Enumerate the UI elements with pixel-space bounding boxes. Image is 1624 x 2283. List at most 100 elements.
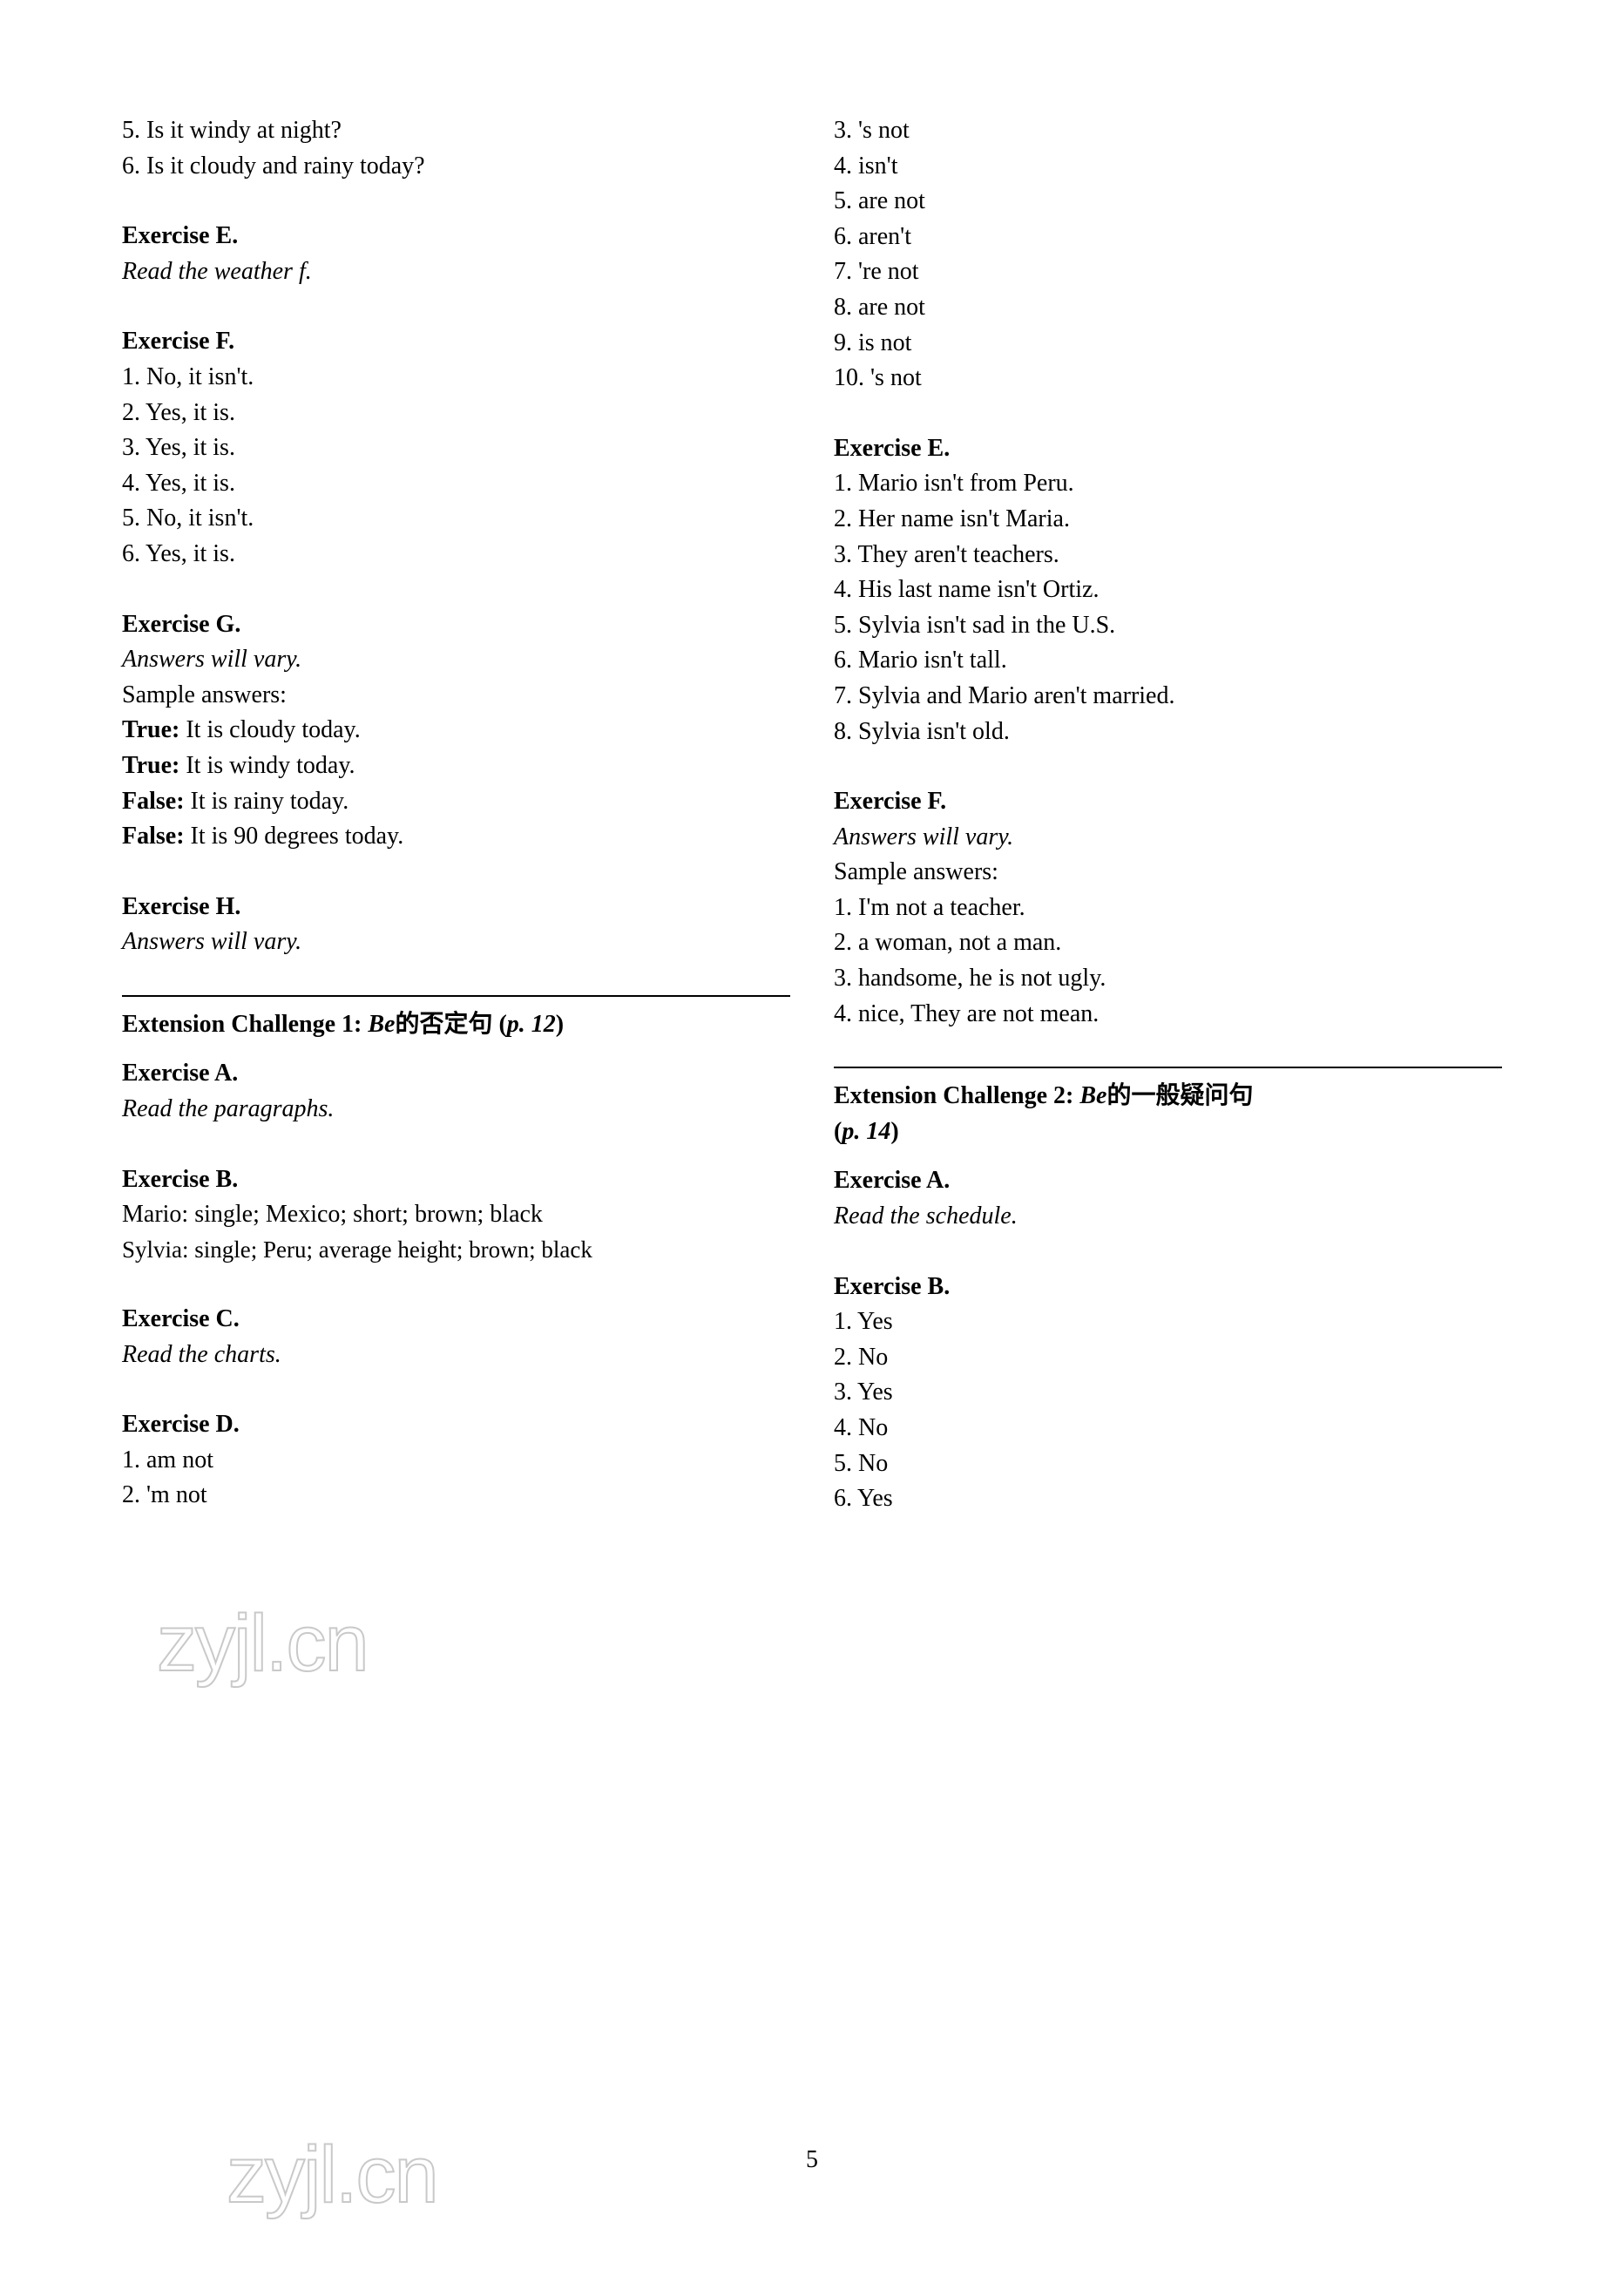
answer-item: 3. They aren't teachers. [834,538,1502,573]
exercise-heading: Exercise A. [122,1056,790,1092]
mario-line: Mario: single; Mexico; short; brown; bla… [122,1197,790,1233]
open-paren: ( [834,1118,842,1145]
exercise-c-2: Exercise C. Read the charts. [122,1302,790,1372]
answer-item: 2. 'm not [122,1478,790,1514]
answer-item: 3. 's not [834,113,1502,149]
answer-item: 8. are not [834,290,1502,326]
exercise-d-2: Exercise D. 1. am not 2. 'm not [122,1407,790,1514]
exercise-heading: Exercise G. [122,607,790,643]
answer-item: 5. are not [834,184,1502,220]
left-column: 5. Is it windy at night? 6. Is it cloudy… [122,113,790,1552]
exercise-b-2: Exercise B. Mario: single; Mexico; short… [122,1162,790,1267]
answer-item: 4. No [834,1411,1502,1446]
answers-vary: Answers will vary. [122,925,790,960]
answer-item: 4. isn't [834,149,1502,185]
right-column: 3. 's not 4. isn't 5. are not 6. aren't … [834,113,1502,1552]
answers-vary: Answers will vary. [834,820,1502,856]
questions-5-6: 5. Is it windy at night? 6. Is it cloudy… [122,113,790,184]
be-italic: Be [368,1011,395,1038]
section-divider [122,995,790,997]
answer-item: 1. Mario isn't from Peru. [834,466,1502,502]
exercise-a-2: Exercise A. Read the paragraphs. [122,1056,790,1127]
answer-item: 2. Yes, it is. [122,396,790,431]
answer-item: 6. aren't [834,220,1502,255]
question-item: 6. Is it cloudy and rainy today? [122,149,790,185]
exercise-e-right: Exercise E. 1. Mario isn't from Peru. 2.… [834,431,1502,749]
answer-item: 8. Sylvia isn't old. [834,715,1502,750]
close-paren: ) [556,1011,564,1038]
exercise-heading: Exercise D. [122,1407,790,1443]
exercise-instruction: Read the charts. [122,1338,790,1373]
extension-challenge-1-title: Extension Challenge 1: Be的否定句 (p. 12) [122,1007,790,1043]
exercise-heading: Exercise C. [122,1302,790,1338]
answer-item: 6. Mario isn't tall. [834,643,1502,679]
sylvia-line: Sylvia: single; Peru; average height; br… [122,1233,790,1267]
section-divider [834,1067,1502,1068]
exercise-instruction: Read the weather f. [122,254,790,290]
answer-item: 5. Sylvia isn't sad in the U.S. [834,608,1502,644]
ext-prefix: Extension Challenge 2: [834,1082,1079,1109]
answer-item: 4. nice, They are not mean. [834,997,1502,1033]
answer-item: 2. Her name isn't Maria. [834,502,1502,538]
page-ref: p. 14 [842,1118,890,1145]
exercise-heading: Exercise B. [834,1270,1502,1305]
true-label: True: [122,752,179,779]
false-label: False: [122,823,185,850]
sample-answers-label: Sample answers: [834,855,1502,891]
exercise-a-3: Exercise A. Read the schedule. [834,1163,1502,1234]
extension-challenge-2-title: Extension Challenge 2: Be的一般疑问句 (p. 14) [834,1079,1502,1149]
exercise-heading: Exercise F. [122,324,790,360]
answer-item: 1. am not [122,1443,790,1479]
ext-prefix: Extension Challenge 1: [122,1011,368,1038]
answer-item: 2. a woman, not a man. [834,925,1502,961]
answer-item: 3. Yes, it is. [122,430,790,466]
exercise-instruction: Read the paragraphs. [122,1092,790,1128]
sample-text: It is 90 degrees today. [185,823,404,850]
answer-item: 3. Yes [834,1375,1502,1411]
watermark-text: zyjl.cn [157,1586,368,1702]
be-italic: Be [1079,1082,1106,1109]
sample-answer: True: It is cloudy today. [122,713,790,749]
exercise-heading: Exercise H. [122,890,790,925]
exercise-g-left: Exercise G. Answers will vary. Sample an… [122,607,790,855]
false-label: False: [122,788,185,815]
answer-item: 6. Yes [834,1481,1502,1517]
exercise-f-left: Exercise F. 1. No, it isn't. 2. Yes, it … [122,324,790,572]
sample-answer: False: It is rainy today. [122,784,790,820]
sample-answer: True: It is windy today. [122,749,790,784]
answer-item: 7. Sylvia and Mario aren't married. [834,679,1502,715]
exercise-heading: Exercise E. [122,219,790,254]
answer-item: 4. His last name isn't Ortiz. [834,572,1502,608]
exercise-heading: Exercise B. [122,1162,790,1198]
exercise-h-left: Exercise H. Answers will vary. [122,890,790,960]
sample-text: It is windy today. [179,752,355,779]
page-ref: p. 12 [507,1011,556,1038]
answer-item: 5. No [834,1446,1502,1482]
sample-answer: False: It is 90 degrees today. [122,819,790,855]
answer-item: 7. 're not [834,254,1502,290]
exercise-heading: Exercise E. [834,431,1502,467]
answer-item: 10. 's not [834,361,1502,396]
question-item: 5. Is it windy at night? [122,113,790,149]
answers-vary: Answers will vary. [122,642,790,678]
answer-item: 1. No, it isn't. [122,360,790,396]
exercise-e-left: Exercise E. Read the weather f. [122,219,790,289]
page-number: 5 [0,2143,1624,2178]
exercise-d-continued: 3. 's not 4. isn't 5. are not 6. aren't … [834,113,1502,396]
exercise-b-3: Exercise B. 1. Yes 2. No 3. Yes 4. No 5.… [834,1270,1502,1517]
close-paren: ) [890,1118,898,1145]
answer-item: 6. Yes, it is. [122,537,790,572]
true-label: True: [122,716,179,743]
sample-text: It is rainy today. [185,788,349,815]
exercise-f-right: Exercise F. Answers will vary. Sample an… [834,784,1502,1032]
sample-answers-label: Sample answers: [122,678,790,714]
answer-item: 9. is not [834,326,1502,362]
answer-item: 2. No [834,1340,1502,1376]
answer-item: 4. Yes, it is. [122,466,790,502]
answer-item: 5. No, it isn't. [122,501,790,537]
exercise-heading: Exercise A. [834,1163,1502,1199]
ext-suffix: 的一般疑问句 [1106,1082,1253,1109]
answer-item: 3. handsome, he is not ugly. [834,961,1502,997]
ext-suffix: 的否定句 ( [395,1011,506,1038]
answer-item: 1. Yes [834,1304,1502,1340]
